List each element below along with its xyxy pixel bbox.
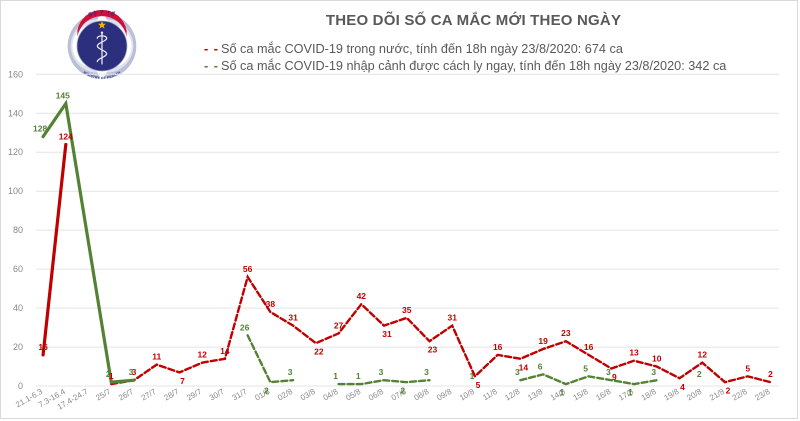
svg-text:17/8: 17/8 [617,387,635,403]
svg-text:26/7: 26/7 [117,387,135,403]
svg-text:1: 1 [470,371,475,381]
svg-text:12: 12 [698,350,708,360]
svg-text:07/8: 07/8 [390,387,408,403]
svg-text:5: 5 [476,380,481,390]
svg-text:40: 40 [13,303,23,313]
svg-text:2: 2 [726,386,731,396]
svg-text:08/8: 08/8 [412,387,430,403]
svg-text:2: 2 [768,369,773,379]
svg-text:0: 0 [18,381,23,391]
svg-text:23: 23 [561,328,571,338]
svg-text:1: 1 [356,371,361,381]
svg-text:3: 3 [651,367,656,377]
svg-text:16: 16 [38,342,48,352]
svg-text:1: 1 [560,388,565,398]
svg-text:30/7: 30/7 [208,387,226,403]
svg-text:38: 38 [266,299,276,309]
svg-text:5: 5 [745,363,750,373]
svg-text:31: 31 [447,313,457,323]
svg-text:21/8: 21/8 [708,387,726,403]
svg-text:09/8: 09/8 [435,387,453,403]
svg-text:31: 31 [382,329,392,339]
svg-text:3: 3 [129,367,134,377]
svg-text:31: 31 [288,313,298,323]
svg-text:3: 3 [424,367,429,377]
svg-text:31/7: 31/7 [231,387,249,403]
svg-text:16: 16 [493,342,503,352]
svg-text:14: 14 [220,346,230,356]
svg-text:05/8: 05/8 [344,387,362,403]
svg-text:5: 5 [583,363,588,373]
svg-text:23/8: 23/8 [753,387,771,403]
svg-text:01/8: 01/8 [253,387,271,403]
svg-text:4: 4 [680,382,685,392]
svg-text:60: 60 [13,264,23,274]
svg-text:29/7: 29/7 [185,387,203,403]
svg-text:20/8: 20/8 [685,387,703,403]
svg-text:6: 6 [538,361,543,371]
svg-text:27/7: 27/7 [140,387,158,403]
svg-text:19: 19 [538,336,548,346]
svg-text:3: 3 [379,367,384,377]
svg-text:14: 14 [519,362,529,372]
svg-text:28/7: 28/7 [162,387,180,403]
svg-text:18/8: 18/8 [640,387,658,403]
svg-text:3: 3 [515,367,520,377]
svg-text:25/7: 25/7 [94,387,112,403]
svg-text:128: 128 [33,124,47,134]
svg-text:80: 80 [13,225,23,235]
svg-text:140: 140 [8,108,23,118]
svg-text:3: 3 [606,367,611,377]
svg-text:06/8: 06/8 [367,387,385,403]
svg-text:12/8: 12/8 [503,387,521,403]
svg-text:10/8: 10/8 [458,387,476,403]
svg-text:22: 22 [314,347,324,357]
svg-text:02/8: 02/8 [276,387,294,403]
svg-text:15/8: 15/8 [572,387,590,403]
svg-text:19/8: 19/8 [663,387,681,403]
svg-text:22/8: 22/8 [731,387,749,403]
svg-text:124: 124 [59,131,73,141]
svg-text:145: 145 [56,91,70,101]
svg-text:2: 2 [697,369,702,379]
svg-text:3: 3 [288,367,293,377]
svg-text:120: 120 [8,147,23,157]
svg-text:23: 23 [428,345,438,355]
svg-text:160: 160 [8,69,23,79]
svg-text:13/8: 13/8 [526,387,544,403]
svg-text:2: 2 [264,386,269,396]
svg-text:16: 16 [584,342,594,352]
svg-text:04/8: 04/8 [322,387,340,403]
svg-text:13: 13 [629,348,639,358]
svg-text:35: 35 [402,305,412,315]
svg-text:7: 7 [180,376,185,386]
svg-text:42: 42 [357,291,367,301]
svg-text:100: 100 [8,186,23,196]
svg-text:11: 11 [152,352,161,362]
svg-text:14/8: 14/8 [549,387,567,403]
svg-text:27: 27 [334,320,344,330]
svg-text:26: 26 [240,322,250,332]
svg-text:12: 12 [197,350,207,360]
svg-text:03/8: 03/8 [299,387,317,403]
svg-text:1: 1 [333,371,338,381]
svg-text:10: 10 [652,354,662,364]
svg-text:56: 56 [243,264,253,274]
svg-text:16/8: 16/8 [594,387,612,403]
svg-text:2: 2 [106,369,111,379]
svg-text:20: 20 [13,342,23,352]
svg-text:1: 1 [628,388,633,398]
svg-text:11/8: 11/8 [481,387,499,403]
svg-text:2: 2 [400,386,405,396]
svg-text:9: 9 [612,372,617,382]
